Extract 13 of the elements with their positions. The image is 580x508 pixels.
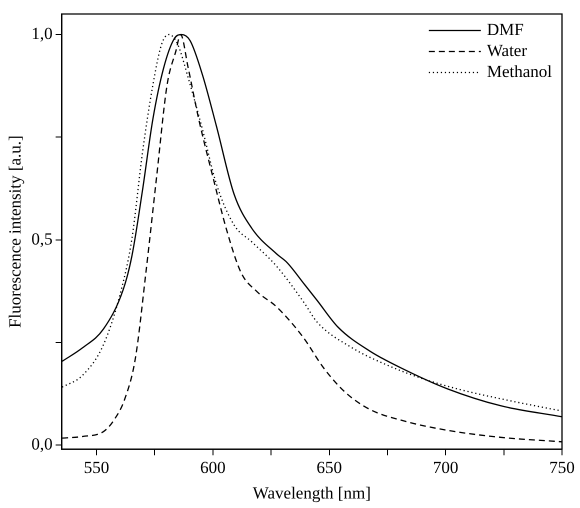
y-axis-title: Fluorescence intensity [a.u.] — [6, 135, 25, 328]
y-tick-label: 0,0 — [31, 434, 53, 454]
x-tick-label: 750 — [549, 458, 575, 477]
legend-label: Water — [486, 40, 528, 60]
legend-label: DMF — [486, 20, 524, 39]
x-tick-label: 550 — [84, 458, 110, 477]
y-tick-label: 1,0 — [31, 24, 53, 43]
x-tick-label: 700 — [432, 458, 458, 477]
x-axis-title: Wavelength [nm] — [252, 483, 371, 502]
x-tick-label: 650 — [316, 458, 342, 477]
x-tick-label: 600 — [200, 458, 226, 477]
y-tick-label: 0,5 — [31, 229, 53, 248]
legend-label: Methanol — [486, 62, 552, 81]
